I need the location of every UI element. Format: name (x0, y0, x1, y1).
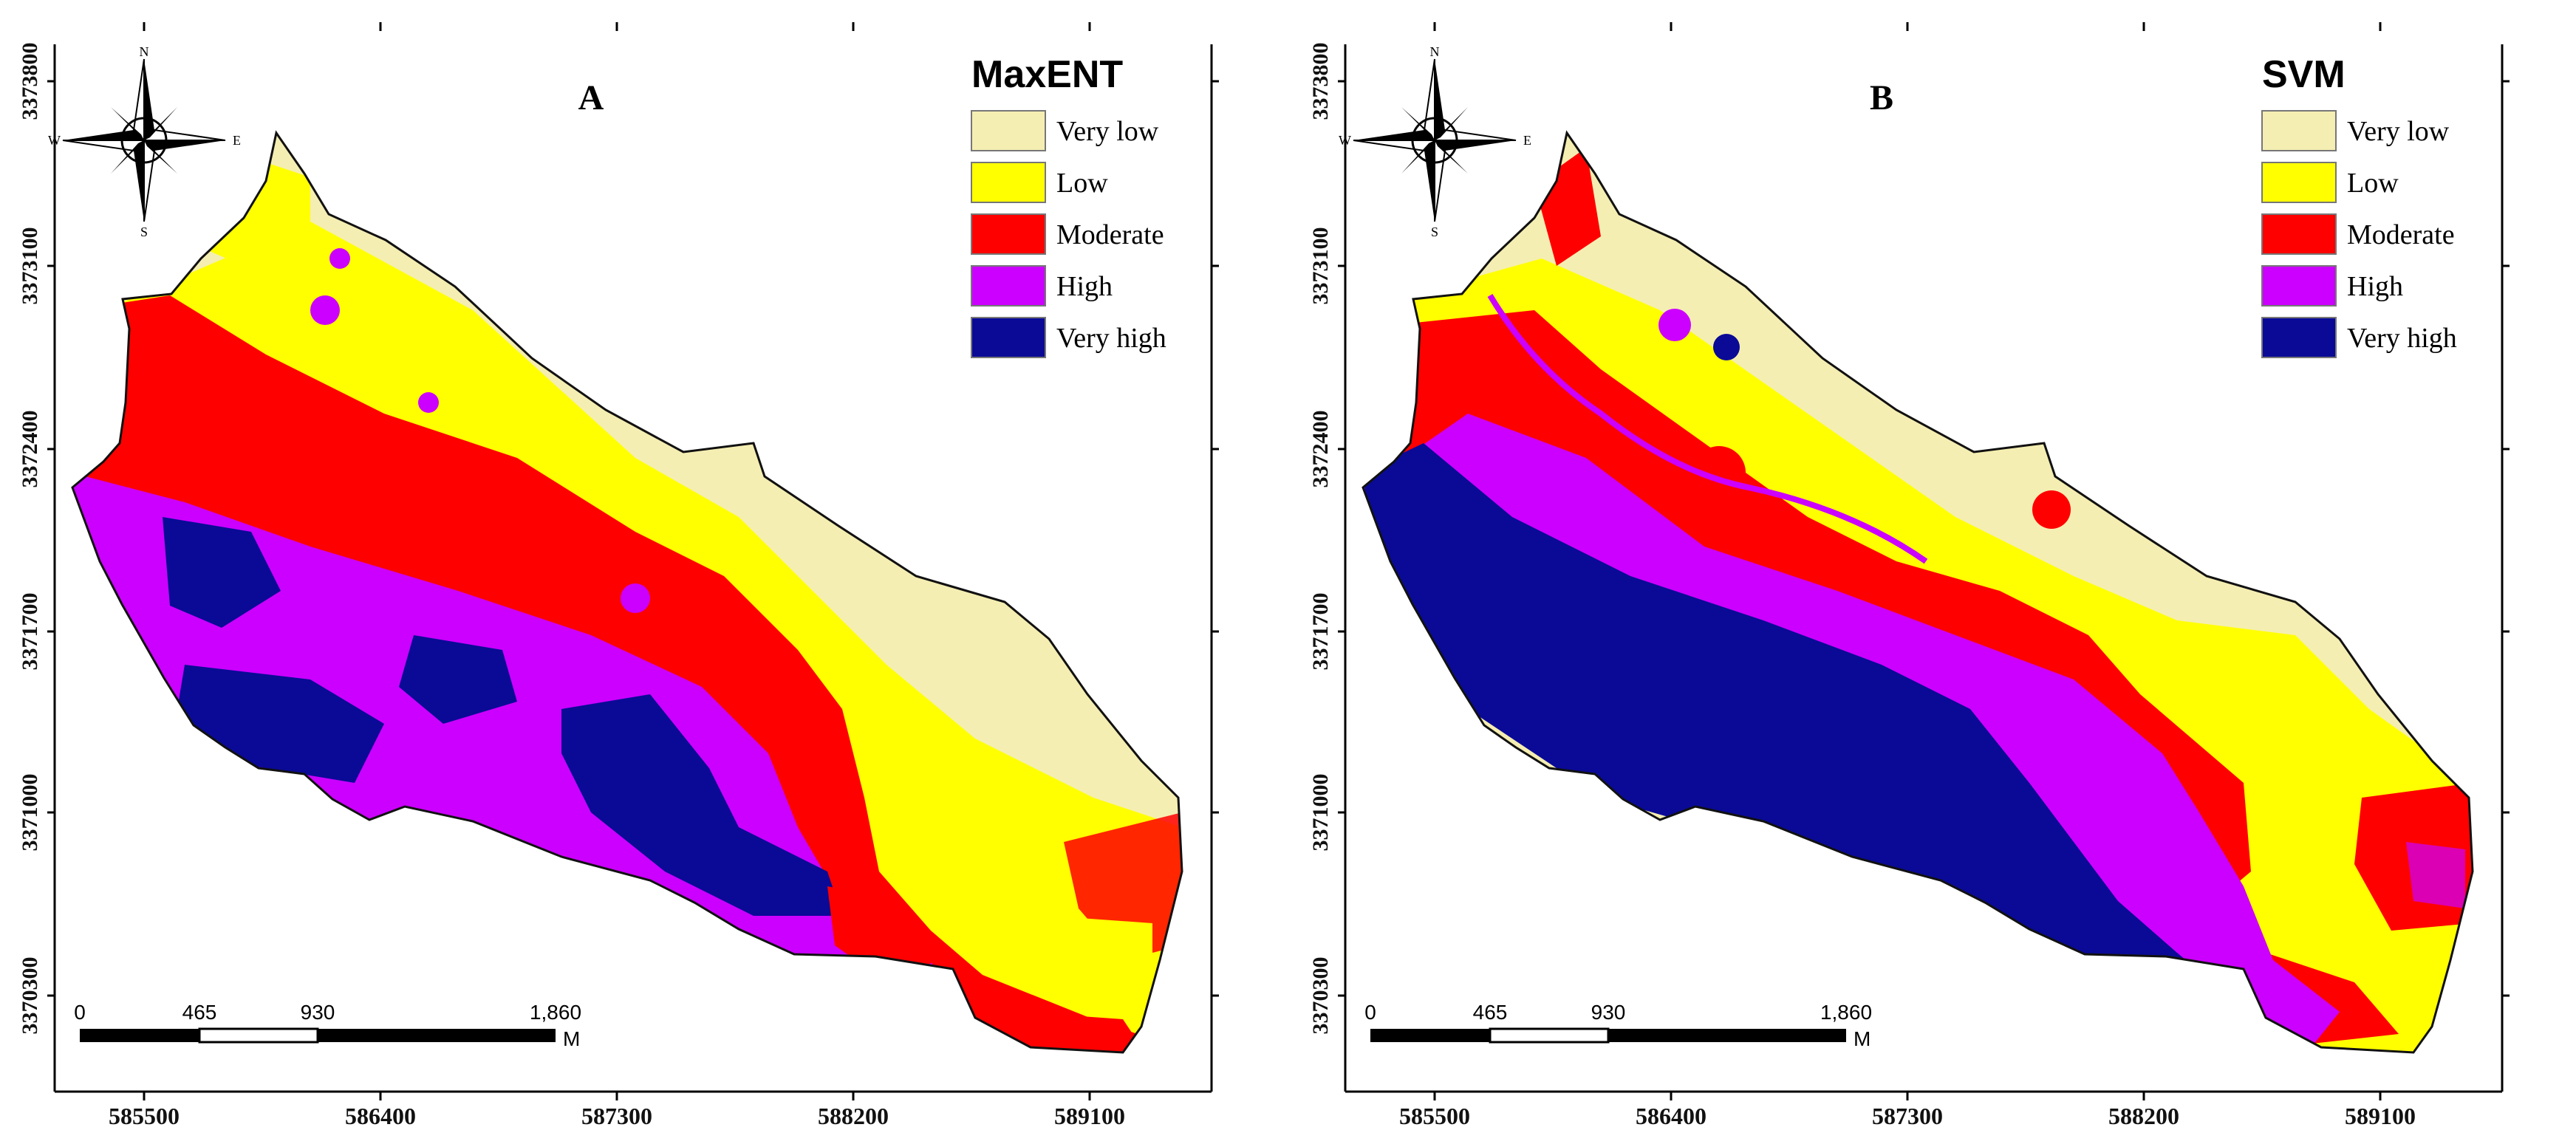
y-tick-label: 3372400 (1308, 411, 1333, 488)
legend-label: Moderate (2347, 219, 2455, 250)
scale-unit: M (1854, 1027, 1870, 1050)
zone-very-high (163, 517, 842, 916)
y-tick-label: 3373800 (1308, 43, 1333, 120)
x-tick-label: 588200 (818, 1103, 889, 1129)
y-tick-label: 3370300 (1308, 957, 1333, 1035)
y-tick-label: 3372400 (18, 411, 42, 488)
legend-label: Very high (2347, 323, 2457, 354)
panel-letter: A (578, 78, 604, 117)
x-tick-label: 586400 (1636, 1103, 1706, 1129)
scale-label: 930 (301, 1001, 335, 1024)
legend-swatch-high (2261, 265, 2337, 307)
panel-letter: B (1870, 78, 1893, 117)
svg-text:E: E (233, 133, 241, 148)
y-axis: 3373800 3373100 3372400 3371700 3371000 … (1308, 43, 2510, 1035)
scale-bar: 0 465 930 1,860 M (1364, 1001, 1872, 1050)
y-tick-label: 3373100 (1308, 227, 1333, 305)
y-tick-label: 3371000 (1308, 774, 1333, 852)
x-axis: 585500 586400 587300 588200 589100 (109, 22, 1125, 1129)
axis-frame (53, 44, 1213, 1093)
y-tick-label: 3371700 (1308, 593, 1333, 671)
y-tick-label: 3373800 (18, 43, 42, 120)
north-arrow-icon: N S E W (48, 44, 241, 239)
x-tick-label: 589100 (2345, 1103, 2416, 1129)
legend-label: Moderate (1056, 219, 1164, 250)
scale-label: 0 (74, 1001, 86, 1024)
x-tick-label: 588200 (2108, 1103, 2179, 1129)
y-tick-label: 3373100 (18, 227, 42, 305)
svg-text:N: N (140, 44, 149, 59)
legend-title: SVM (2262, 53, 2346, 96)
y-tick-label: 3371000 (18, 774, 42, 852)
x-tick-label: 585500 (109, 1103, 180, 1129)
legend-title: MaxENT (971, 53, 1123, 96)
legend-swatch-low (2261, 162, 2337, 203)
svg-text:W: W (1339, 133, 1351, 148)
scale-bar: 0 465 930 1,860 M (74, 1001, 581, 1050)
map-figure-a: 3373800 3373100 3372400 3371700 3371000 … (18, 22, 1219, 1129)
legend-swatch-very-low (2261, 110, 2337, 151)
legend-swatch-low (971, 162, 1046, 203)
svg-text:N: N (1430, 44, 1440, 59)
svg-text:S: S (1431, 225, 1438, 239)
legend-swatch-moderate (971, 213, 1046, 255)
x-tick-label: 585500 (1399, 1103, 1470, 1129)
zone-very-high (1363, 443, 2221, 1019)
scale-label: 930 (1591, 1001, 1626, 1024)
legend-label: High (1056, 271, 1113, 302)
x-tick-label: 587300 (581, 1103, 652, 1129)
legend-label: Very low (2347, 116, 2450, 147)
svg-text:W: W (48, 133, 61, 148)
x-tick-label: 587300 (1872, 1103, 1943, 1129)
scale-label: 1,860 (530, 1001, 581, 1024)
susceptibility-zones (72, 133, 1182, 1052)
legend-swatch-moderate (2261, 213, 2337, 255)
map-panel-maxent: 3373800 3373100 3372400 3371700 3371000 … (0, 0, 1285, 1147)
scale-label: 465 (1473, 1001, 1508, 1024)
y-tick-label: 3370300 (18, 957, 42, 1035)
legend-swatch-very-high (2261, 317, 2337, 358)
y-tick-label: 3371700 (18, 593, 42, 671)
north-arrow-icon: N S E W (1339, 44, 1531, 239)
x-tick-label: 589100 (1054, 1103, 1125, 1129)
legend-swatch-very-high (971, 317, 1046, 358)
legend-label: Low (2347, 168, 2399, 199)
scale-label: 0 (1364, 1001, 1376, 1024)
legend-swatch-very-low (971, 110, 1046, 151)
map-panel-svm: 3373800 3373100 3372400 3371700 3371000 … (1291, 0, 2576, 1147)
x-axis: 585500 586400 587300 588200 589100 (1399, 22, 2416, 1129)
scale-label: 465 (182, 1001, 217, 1024)
legend-label: High (2347, 271, 2403, 302)
legend: MaxENT Very low Low Moderate High Very h… (971, 53, 1166, 358)
y-axis: 3373800 3373100 3372400 3371700 3371000 … (18, 43, 1219, 1035)
axis-frame (1344, 44, 2504, 1093)
scale-label: 1,860 (1820, 1001, 1872, 1024)
legend: SVM Very low Low Moderate High Very high (2261, 53, 2457, 358)
map-figure-b: 3373800 3373100 3372400 3371700 3371000 … (1308, 22, 2510, 1129)
x-tick-label: 586400 (345, 1103, 416, 1129)
legend-label: Very high (1056, 323, 1166, 354)
legend-label: Very low (1056, 116, 1159, 147)
legend-swatch-high (971, 265, 1046, 307)
susceptibility-zones (1363, 133, 2473, 1052)
legend-label: Low (1056, 168, 1108, 199)
svg-text:E: E (1523, 133, 1531, 148)
svg-text:S: S (140, 225, 148, 239)
scale-unit: M (563, 1027, 580, 1050)
